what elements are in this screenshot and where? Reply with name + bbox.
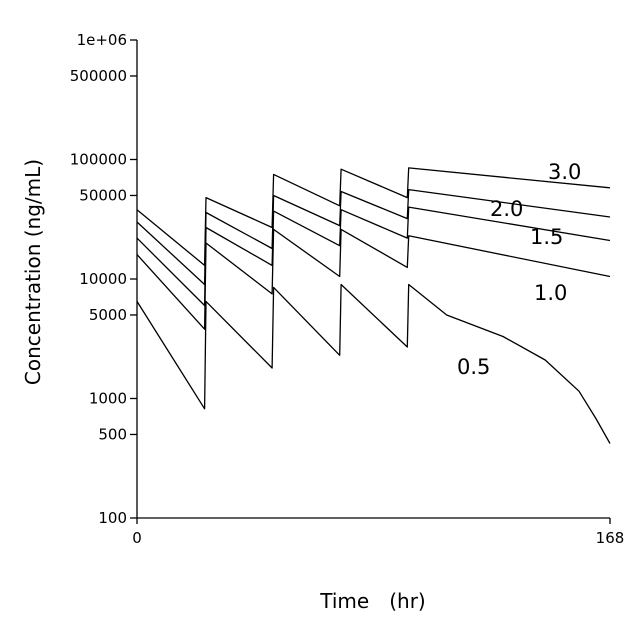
series-line-1.0 [136,228,611,330]
x-tick-label: 168 [596,529,625,547]
series-label-0.5: 0.5 [457,355,490,379]
y-axis-ticks: 100 500 1000 5000 10000 50000 100000 500000 1e+0… [70,31,137,527]
series-label-2.0: 2.0 [490,197,523,221]
y-tick-label: 1000 [89,390,127,408]
y-tick-label: 500 [98,425,127,443]
y-tick-label: 100 [98,509,127,527]
y-tick-label: 1e+06 [77,31,127,49]
x-axis-ticks: 0 168 [132,518,624,547]
series-label-3.0: 3.0 [548,160,581,184]
series-label-1.0: 1.0 [534,281,567,305]
x-tick-label: 0 [132,529,142,547]
series-label-1.5: 1.5 [530,225,563,249]
series-labels: 3.0 2.0 1.5 1.0 0.5 [457,160,581,379]
x-axis-title: Time (hr) [319,589,425,613]
y-axis-title: Concentration (ng/mL) [21,159,45,385]
series-line-0.5 [136,283,611,444]
y-tick-label: 500000 [70,67,127,85]
y-tick-label: 100000 [70,151,127,169]
y-tick-label: 10000 [79,270,127,288]
series-line-3.0 [136,167,611,267]
y-tick-label: 5000 [89,306,127,324]
y-tick-label: 50000 [79,186,127,204]
series-curves [136,167,611,444]
